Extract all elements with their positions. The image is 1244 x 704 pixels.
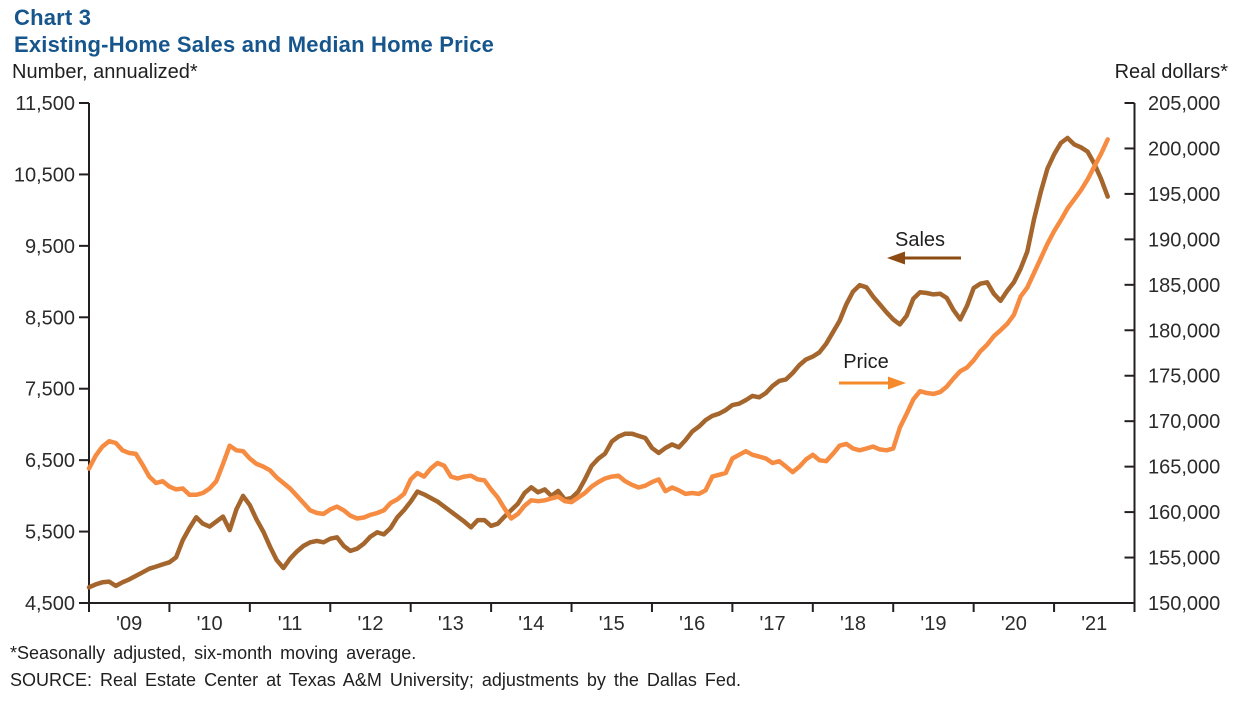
- x-axis-year-label: '10: [197, 613, 223, 635]
- left-axis-tick-label: 8,500: [25, 307, 75, 329]
- left-axis-tick-label: 5,500: [25, 522, 75, 544]
- x-axis-year-label: '12: [357, 613, 383, 635]
- right-axis-tick-label: 155,000: [1148, 548, 1220, 570]
- right-axis-tick-label: 180,000: [1148, 320, 1220, 342]
- left-axis-tick-label: 6,500: [25, 450, 75, 472]
- x-axis-year-label: '17: [760, 613, 786, 635]
- left-axis-tick-label: 4,500: [25, 593, 75, 615]
- price-series-label: Price: [843, 351, 889, 373]
- x-axis-year-label: '15: [599, 613, 625, 635]
- right-axis-tick-label: 175,000: [1148, 366, 1220, 388]
- right-axis-tick-label: 190,000: [1148, 229, 1220, 251]
- right-axis-tick-label: 185,000: [1148, 275, 1220, 297]
- sales-line: [86, 135, 1110, 590]
- x-axis-year-label: '19: [920, 613, 946, 635]
- left-axis-unit-label: Number, annualized*: [12, 61, 198, 83]
- x-axis-year-label: '11: [278, 613, 303, 635]
- left-axis-tick-label: 10,500: [14, 164, 75, 186]
- left-axis-tick-label: 11,500: [15, 93, 75, 115]
- source-note: SOURCE: Real Estate Center at Texas A&M …: [10, 670, 741, 690]
- x-axis-year-label: '16: [679, 613, 705, 635]
- price-arrow-head: [888, 376, 906, 390]
- right-axis-unit-label: Real dollars*: [1114, 61, 1228, 83]
- right-axis-tick-label: 160,000: [1148, 502, 1220, 524]
- right-axis-tick-label: 200,000: [1148, 138, 1220, 160]
- right-axis-tick-label: 170,000: [1148, 411, 1220, 433]
- right-axis-tick-label: 195,000: [1148, 184, 1220, 206]
- x-axis-year-label: '20: [1001, 613, 1027, 635]
- footnote: *Seasonally adjusted, six-month moving a…: [10, 643, 417, 663]
- x-axis-year-label: '13: [438, 613, 464, 635]
- x-axis-year-label: '21: [1081, 613, 1107, 635]
- left-axis-tick-label: 9,500: [25, 236, 75, 258]
- sales-arrow-head: [887, 251, 905, 265]
- right-axis-tick-label: 150,000: [1148, 593, 1220, 615]
- x-axis-year-label: '18: [840, 613, 866, 635]
- page-title: Existing-Home Sales and Median Home Pric…: [14, 32, 495, 57]
- x-axis-year-label: '09: [116, 613, 142, 635]
- sales-series-label: Sales: [894, 229, 946, 251]
- price-line: [86, 137, 1110, 521]
- left-axis-tick-label: 7,500: [25, 379, 75, 401]
- chart-number: Chart 3: [14, 5, 92, 30]
- right-axis-tick-label: 165,000: [1148, 457, 1220, 479]
- right-axis-tick-label: 205,000: [1148, 93, 1220, 115]
- x-axis-year-label: '14: [518, 613, 544, 635]
